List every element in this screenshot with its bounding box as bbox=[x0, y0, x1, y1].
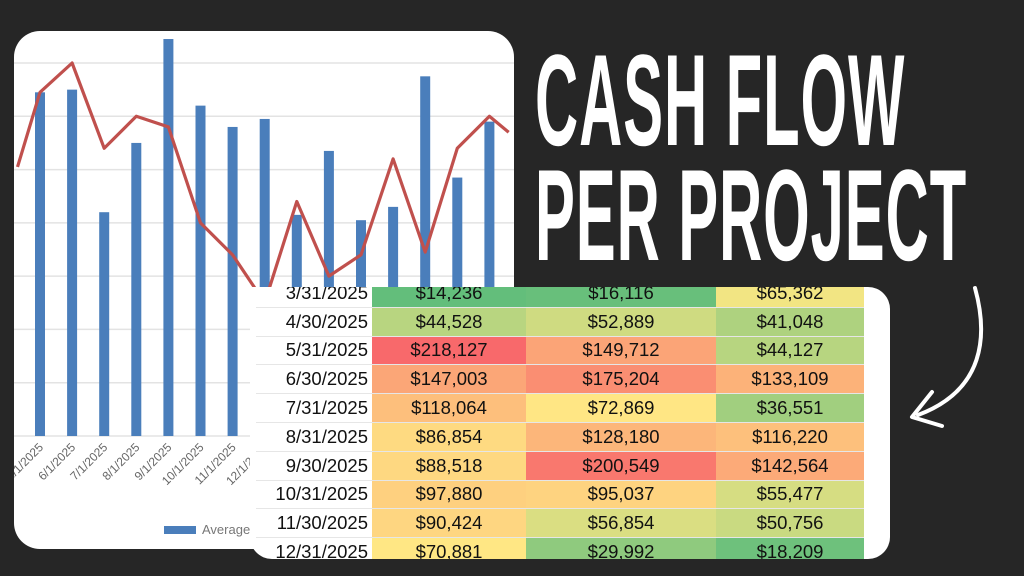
curved-arrow-icon bbox=[910, 286, 984, 428]
date-cell: 4/30/2025 bbox=[285, 310, 368, 332]
legend-label: Average H bbox=[202, 522, 264, 537]
table-row: 6/30/2025 $147,003 $175,204 $133,109 bbox=[256, 365, 864, 395]
bar bbox=[131, 142, 142, 436]
value-cell: $86,854 bbox=[372, 422, 526, 451]
value-cell: $200,549 bbox=[526, 451, 716, 480]
value-cell: $29,992 bbox=[526, 538, 716, 559]
value-cell: $90,424 bbox=[372, 509, 526, 538]
table-row: 7/31/2025 $118,064 $72,869 $36,551 bbox=[256, 394, 864, 423]
value-cell: $18,209 bbox=[716, 538, 864, 559]
bar bbox=[195, 105, 206, 436]
date-cell: 10/31/2025 bbox=[275, 483, 368, 505]
date-cell: 5/31/2025 bbox=[285, 339, 368, 361]
table-row: 10/31/2025 $97,880 $95,037 $55,477 bbox=[256, 480, 864, 510]
value-cell: $16,116 bbox=[526, 287, 716, 307]
bar bbox=[484, 121, 495, 436]
value-cell: $142,564 bbox=[716, 451, 864, 480]
value-cell: $88,518 bbox=[372, 451, 526, 480]
legend-swatch-bar bbox=[164, 525, 196, 534]
bar bbox=[67, 89, 78, 436]
date-cell: 9/30/2025 bbox=[285, 454, 368, 476]
value-cell: $36,551 bbox=[716, 394, 864, 422]
value-cell: $50,756 bbox=[716, 509, 864, 538]
value-cell: $147,003 bbox=[372, 365, 526, 394]
value-cell: $95,037 bbox=[526, 480, 716, 509]
value-cell: $14,236 bbox=[372, 287, 526, 307]
date-cell: 6/30/2025 bbox=[285, 368, 368, 390]
value-cell: $44,127 bbox=[716, 336, 864, 365]
table-row: 5/31/2025 $218,127 $149,712 $44,127 bbox=[256, 336, 864, 366]
value-cell: $218,127 bbox=[372, 336, 526, 365]
bar bbox=[99, 212, 110, 436]
value-cell: $72,869 bbox=[526, 394, 716, 422]
value-cell: $118,064 bbox=[372, 394, 526, 422]
value-cell: $52,889 bbox=[526, 307, 716, 336]
chart-legend: Average H bbox=[164, 522, 263, 537]
table-row: 12/31/2025 $70,881 $29,992 $18,209 bbox=[256, 538, 864, 559]
value-cell: $56,854 bbox=[526, 509, 716, 538]
date-cell: 3/31/2025 bbox=[285, 287, 368, 303]
bar bbox=[35, 92, 45, 437]
value-cell: $175,204 bbox=[526, 365, 716, 394]
value-cell: $116,220 bbox=[716, 422, 864, 451]
date-cell: 8/31/2025 bbox=[285, 425, 368, 447]
date-cell: 12/31/2025 bbox=[275, 541, 368, 559]
cash-flow-table: 3/31/2025 $14,236 $16,116 $65,362 4/30/2025 $… bbox=[250, 287, 890, 559]
value-cell: $133,109 bbox=[716, 365, 864, 394]
table-row: 3/31/2025 $14,236 $16,116 $65,362 bbox=[256, 287, 864, 308]
bar bbox=[227, 126, 238, 436]
table-row: 4/30/2025 $44,528 $52,889 $41,048 bbox=[256, 307, 864, 337]
bar bbox=[420, 76, 431, 437]
date-cell: 11/30/2025 bbox=[276, 512, 368, 534]
table-row: 11/30/2025 $90,424 $56,854 $50,756 bbox=[256, 509, 864, 539]
table-row: 8/31/2025 $86,854 $128,180 $116,220 bbox=[256, 422, 864, 452]
value-cell: $65,362 bbox=[716, 287, 864, 307]
date-cell: 7/31/2025 bbox=[285, 397, 368, 419]
value-cell: $55,477 bbox=[716, 480, 864, 509]
table-row: 9/30/2025 $88,518 $200,549 $142,564 bbox=[256, 451, 864, 481]
headline-line-2: PER PROJECT bbox=[535, 142, 968, 288]
value-cell: $41,048 bbox=[716, 307, 864, 336]
value-cell: $128,180 bbox=[526, 422, 716, 451]
value-cell: $44,528 bbox=[372, 307, 526, 336]
value-cell: $97,880 bbox=[372, 480, 526, 509]
bar bbox=[259, 118, 270, 436]
value-cell: $149,712 bbox=[526, 336, 716, 365]
bar bbox=[163, 39, 174, 437]
headline-line-1: CASH FLOW bbox=[535, 27, 906, 173]
value-cell: $70,881 bbox=[372, 538, 526, 559]
